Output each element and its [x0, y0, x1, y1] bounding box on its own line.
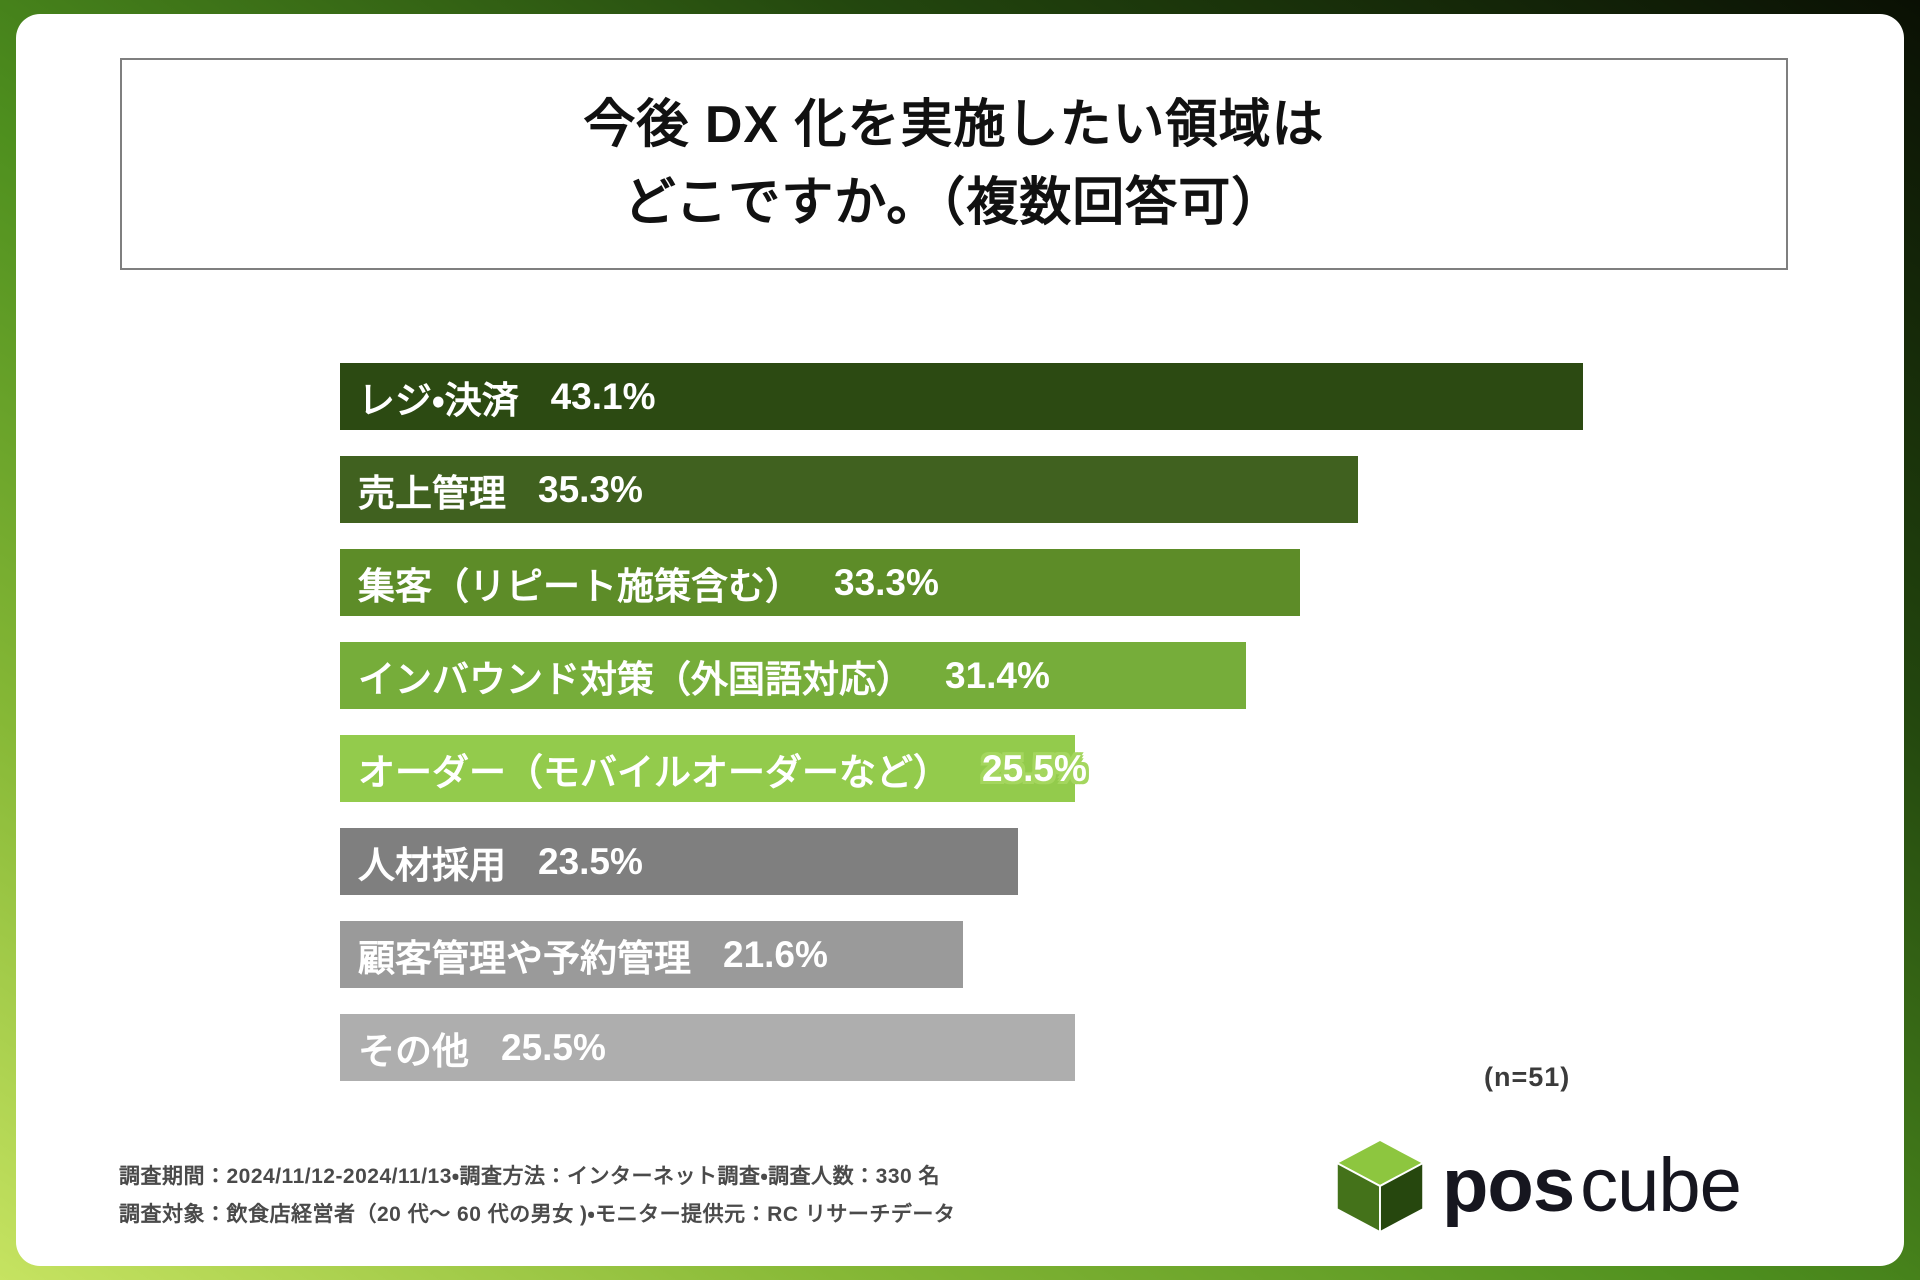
bar-value-label: 31.4%	[945, 654, 1050, 696]
logo-text-pos: pos	[1442, 1143, 1575, 1228]
bar-row: 売上管理 35.3%	[340, 456, 1820, 523]
bar-row: 顧客管理や予約管理 21.6%	[340, 921, 1820, 988]
bar-value-label: 25.5%	[501, 1026, 606, 1068]
bar-value-label: 43.1%	[550, 375, 656, 417]
bar-category-label: 売上管理	[358, 472, 506, 514]
cube-icon	[1335, 1138, 1425, 1234]
title-line-2: どこですか。（複数回答可）	[623, 174, 1285, 232]
bar: その他 25.5%	[340, 1014, 1076, 1081]
bar-row: その他 25.5%	[340, 1014, 1820, 1081]
bar-category-label: その他	[358, 1030, 469, 1072]
title-line-1: 今後 DX 化を実施したい領域は	[583, 96, 1325, 154]
bar-value-label: 25.5%	[982, 747, 1087, 789]
bar-category-label: インバウンド対策（外国語対応）	[358, 658, 913, 700]
logo-text-cube: cube	[1580, 1143, 1742, 1228]
survey-note-line-2: 調査対象：飲食店経営者（20 代～ 60 代の男女 )・モニター提供元：RC リ…	[119, 1203, 956, 1226]
bar: レジ・決済 43.1%	[340, 363, 1583, 430]
content-card: 今後 DX 化を実施したい領域は どこですか。（複数回答可） レジ・決済 43.1…	[16, 14, 1904, 1266]
bar-row: 人材採用 23.5%	[340, 828, 1820, 895]
bar-chart: レジ・決済 43.1% 売上管理 35.3% 集客（リピート施策含む） 33.3% インバウ…	[340, 363, 1820, 1107]
bar-value-label: 35.3%	[538, 468, 643, 510]
bar-category-label: 人材採用	[358, 844, 506, 886]
bar-row: オーダー（モバイルオーダーなど） 25.5%	[340, 735, 1820, 802]
bar-value-label: 21.6%	[723, 933, 828, 975]
sample-size-label: (n=51)	[1484, 1062, 1571, 1092]
bar: 顧客管理や予約管理 21.6%	[340, 921, 963, 988]
title-box: 今後 DX 化を実施したい領域は どこですか。（複数回答可）	[120, 58, 1788, 270]
bar-category-label: レジ・決済	[358, 379, 519, 421]
bar-value-label: 23.5%	[538, 840, 643, 882]
bar-row: インバウンド対策（外国語対応） 31.4%	[340, 642, 1820, 709]
survey-notes: 調査期間：2024/11/12-2024/11/13・調査方法：インターネット調…	[119, 1158, 955, 1234]
bar: 人材採用 23.5%	[340, 828, 1018, 895]
bar-row: レジ・決済 43.1%	[340, 363, 1820, 430]
bar: 集客（リピート施策含む） 33.3%	[340, 549, 1301, 616]
poscube-logo: pos cube	[1332, 1138, 1742, 1234]
logo-wordmark: pos cube	[1442, 1143, 1742, 1228]
bar-category-label: 顧客管理や予約管理	[358, 937, 691, 979]
bar: インバウンド対策（外国語対応） 31.4%	[340, 642, 1246, 709]
bar-value-label: 33.3%	[834, 561, 939, 603]
bar-category-label: オーダー（モバイルオーダーなど）	[358, 751, 950, 793]
bar-row: 集客（リピート施策含む） 33.3%	[340, 549, 1820, 616]
survey-note-line-1: 調査期間：2024/11/12-2024/11/13・調査方法：インターネット調…	[119, 1165, 941, 1188]
bar: 売上管理 35.3%	[340, 456, 1359, 523]
bar: オーダー（モバイルオーダーなど） 25.5%	[340, 735, 1087, 802]
bar-category-label: 集客（リピート施策含む）	[358, 565, 802, 607]
